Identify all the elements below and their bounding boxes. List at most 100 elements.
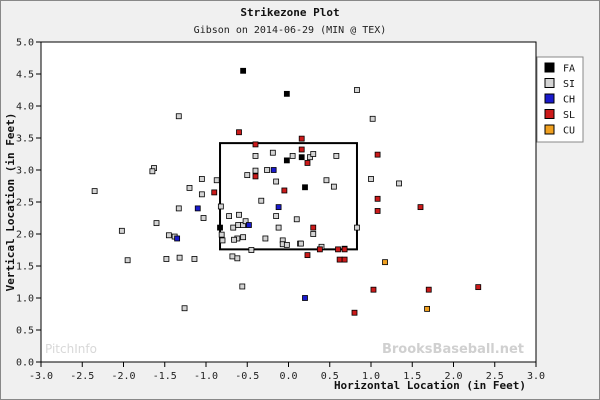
pitch-point-sl bbox=[316, 246, 323, 253]
pitch-point-sl bbox=[252, 173, 259, 180]
x-tick-label: -1.5 bbox=[153, 371, 177, 382]
pitch-point-fa bbox=[283, 90, 290, 97]
pitch-point-sl bbox=[374, 151, 381, 158]
pitch-point-sl bbox=[298, 135, 305, 142]
y-tick-label: 1.5 bbox=[16, 262, 34, 273]
pitch-point-si bbox=[269, 149, 276, 156]
pitch-point-si bbox=[175, 205, 182, 212]
pitch-point-ch bbox=[275, 204, 282, 211]
pitch-point-sl bbox=[351, 309, 358, 316]
legend-swatch-si bbox=[544, 78, 555, 88]
pitch-point-si bbox=[226, 213, 233, 219]
pitch-point-si bbox=[181, 305, 188, 312]
pitch-point-sl bbox=[304, 160, 311, 166]
plot-area bbox=[40, 41, 537, 363]
pitch-point-si bbox=[262, 235, 269, 242]
pitch-point-sl bbox=[370, 286, 377, 293]
pitch-point-sl bbox=[252, 141, 259, 148]
y-tick-label: 3.0 bbox=[16, 166, 34, 177]
pitch-point-si bbox=[368, 176, 374, 182]
x-tick-label: -2.5 bbox=[70, 371, 94, 382]
pitch-point-si bbox=[293, 216, 300, 223]
legend-swatch-ch bbox=[544, 93, 555, 104]
y-tick-label: 4.0 bbox=[16, 102, 34, 113]
pitch-point-si bbox=[239, 283, 246, 290]
legend-label-fa: FA bbox=[563, 64, 575, 75]
pitch-point-si bbox=[200, 215, 207, 221]
pitch-point-si bbox=[307, 154, 313, 161]
legend-swatch-sl bbox=[544, 109, 555, 119]
pitch-point-si bbox=[175, 113, 182, 120]
y-tick-label: 0.0 bbox=[16, 358, 34, 369]
pitch-point-si bbox=[333, 153, 340, 159]
pitch-point-sl bbox=[374, 195, 381, 202]
pitch-point-cu bbox=[424, 305, 431, 312]
pitch-point-si bbox=[198, 191, 205, 198]
watermark-pitchinfo: PitchInfo bbox=[45, 342, 97, 356]
pitch-point-sl bbox=[475, 284, 482, 291]
y-tick-label: 1.0 bbox=[16, 294, 34, 305]
pitch-point-si bbox=[230, 224, 237, 231]
y-tick-label: 0.5 bbox=[16, 326, 34, 337]
pitch-point-ch bbox=[245, 222, 252, 228]
pitch-point-sl bbox=[336, 256, 343, 263]
x-tick-label: -1.0 bbox=[194, 371, 218, 382]
x-tick-label: 3.0 bbox=[527, 371, 545, 382]
pitch-point-si bbox=[354, 87, 360, 93]
pitch-point-si bbox=[186, 185, 193, 191]
pitch-point-fa bbox=[298, 154, 305, 161]
pitch-point-si bbox=[163, 256, 170, 262]
pitch-point-si bbox=[273, 213, 280, 219]
legend-swatch-cu bbox=[544, 124, 555, 135]
pitch-point-sl bbox=[304, 252, 311, 259]
pitch-point-cu bbox=[382, 259, 388, 266]
pitch-point-sl bbox=[425, 286, 432, 293]
y-axis-ticks: 0.0 0.5 1.0 1.5 2.0 2.5 3.0 3.5 4.0 4.5 5.0 bbox=[16, 38, 41, 369]
pitch-point-ch bbox=[302, 295, 308, 301]
x-tick-label: 1.5 bbox=[403, 371, 421, 382]
pitch-point-si bbox=[165, 232, 172, 239]
pitch-point-si bbox=[273, 178, 280, 185]
pitch-point-si bbox=[242, 218, 249, 225]
legend-label-si: SI bbox=[563, 79, 575, 90]
chart-title: Strikezone Plot bbox=[240, 6, 339, 19]
pitch-point-si bbox=[354, 224, 360, 231]
x-tick-label: -3.0 bbox=[29, 371, 53, 382]
pitch-point-si bbox=[229, 253, 236, 260]
y-tick-label: 5.0 bbox=[16, 38, 34, 49]
x-tick-label: 1.0 bbox=[362, 371, 380, 382]
legend: FA SI CH SL CU bbox=[536, 56, 584, 143]
pitch-point-sl bbox=[335, 246, 341, 253]
pitch-point-si bbox=[264, 167, 270, 173]
legend-label-cu: CU bbox=[563, 126, 575, 137]
pitch-point-si bbox=[191, 256, 198, 262]
pitch-point-si bbox=[149, 168, 156, 175]
pitch-points bbox=[91, 67, 482, 316]
pitch-point-fa bbox=[217, 224, 223, 231]
pitch-point-sl bbox=[341, 246, 348, 253]
pitch-point-si bbox=[369, 115, 376, 122]
pitch-point-si bbox=[323, 177, 330, 184]
pitch-point-si bbox=[310, 151, 317, 157]
pitch-point-fa bbox=[283, 157, 290, 164]
x-axis-label: Horizontal Location (in Feet) bbox=[334, 379, 526, 392]
pitch-point-si bbox=[234, 255, 241, 262]
pitch-point-si bbox=[198, 176, 205, 182]
pitch-point-sl bbox=[211, 189, 218, 196]
x-tick-label: -2.0 bbox=[111, 371, 135, 382]
pitch-point-si bbox=[252, 153, 259, 159]
pitch-point-si bbox=[153, 220, 160, 227]
x-tick-label: 2.5 bbox=[486, 371, 504, 382]
pitch-point-si bbox=[244, 172, 251, 179]
pitch-point-si bbox=[118, 227, 125, 234]
pitch-point-sl bbox=[417, 204, 424, 211]
pitch-point-si bbox=[124, 257, 131, 264]
x-axis-ticks: -3.0 -2.5 -2.0 -1.5 -1.0 -0.5 0.0 0.5 1.0 1.5 2.0 2… bbox=[29, 362, 545, 382]
x-tick-label: 0.0 bbox=[279, 371, 297, 382]
pitch-point-sl bbox=[310, 224, 317, 231]
pitch-point-si bbox=[258, 197, 265, 204]
pitch-point-si bbox=[289, 153, 296, 159]
pitch-point-fa bbox=[240, 67, 247, 74]
legend-box bbox=[536, 56, 584, 143]
